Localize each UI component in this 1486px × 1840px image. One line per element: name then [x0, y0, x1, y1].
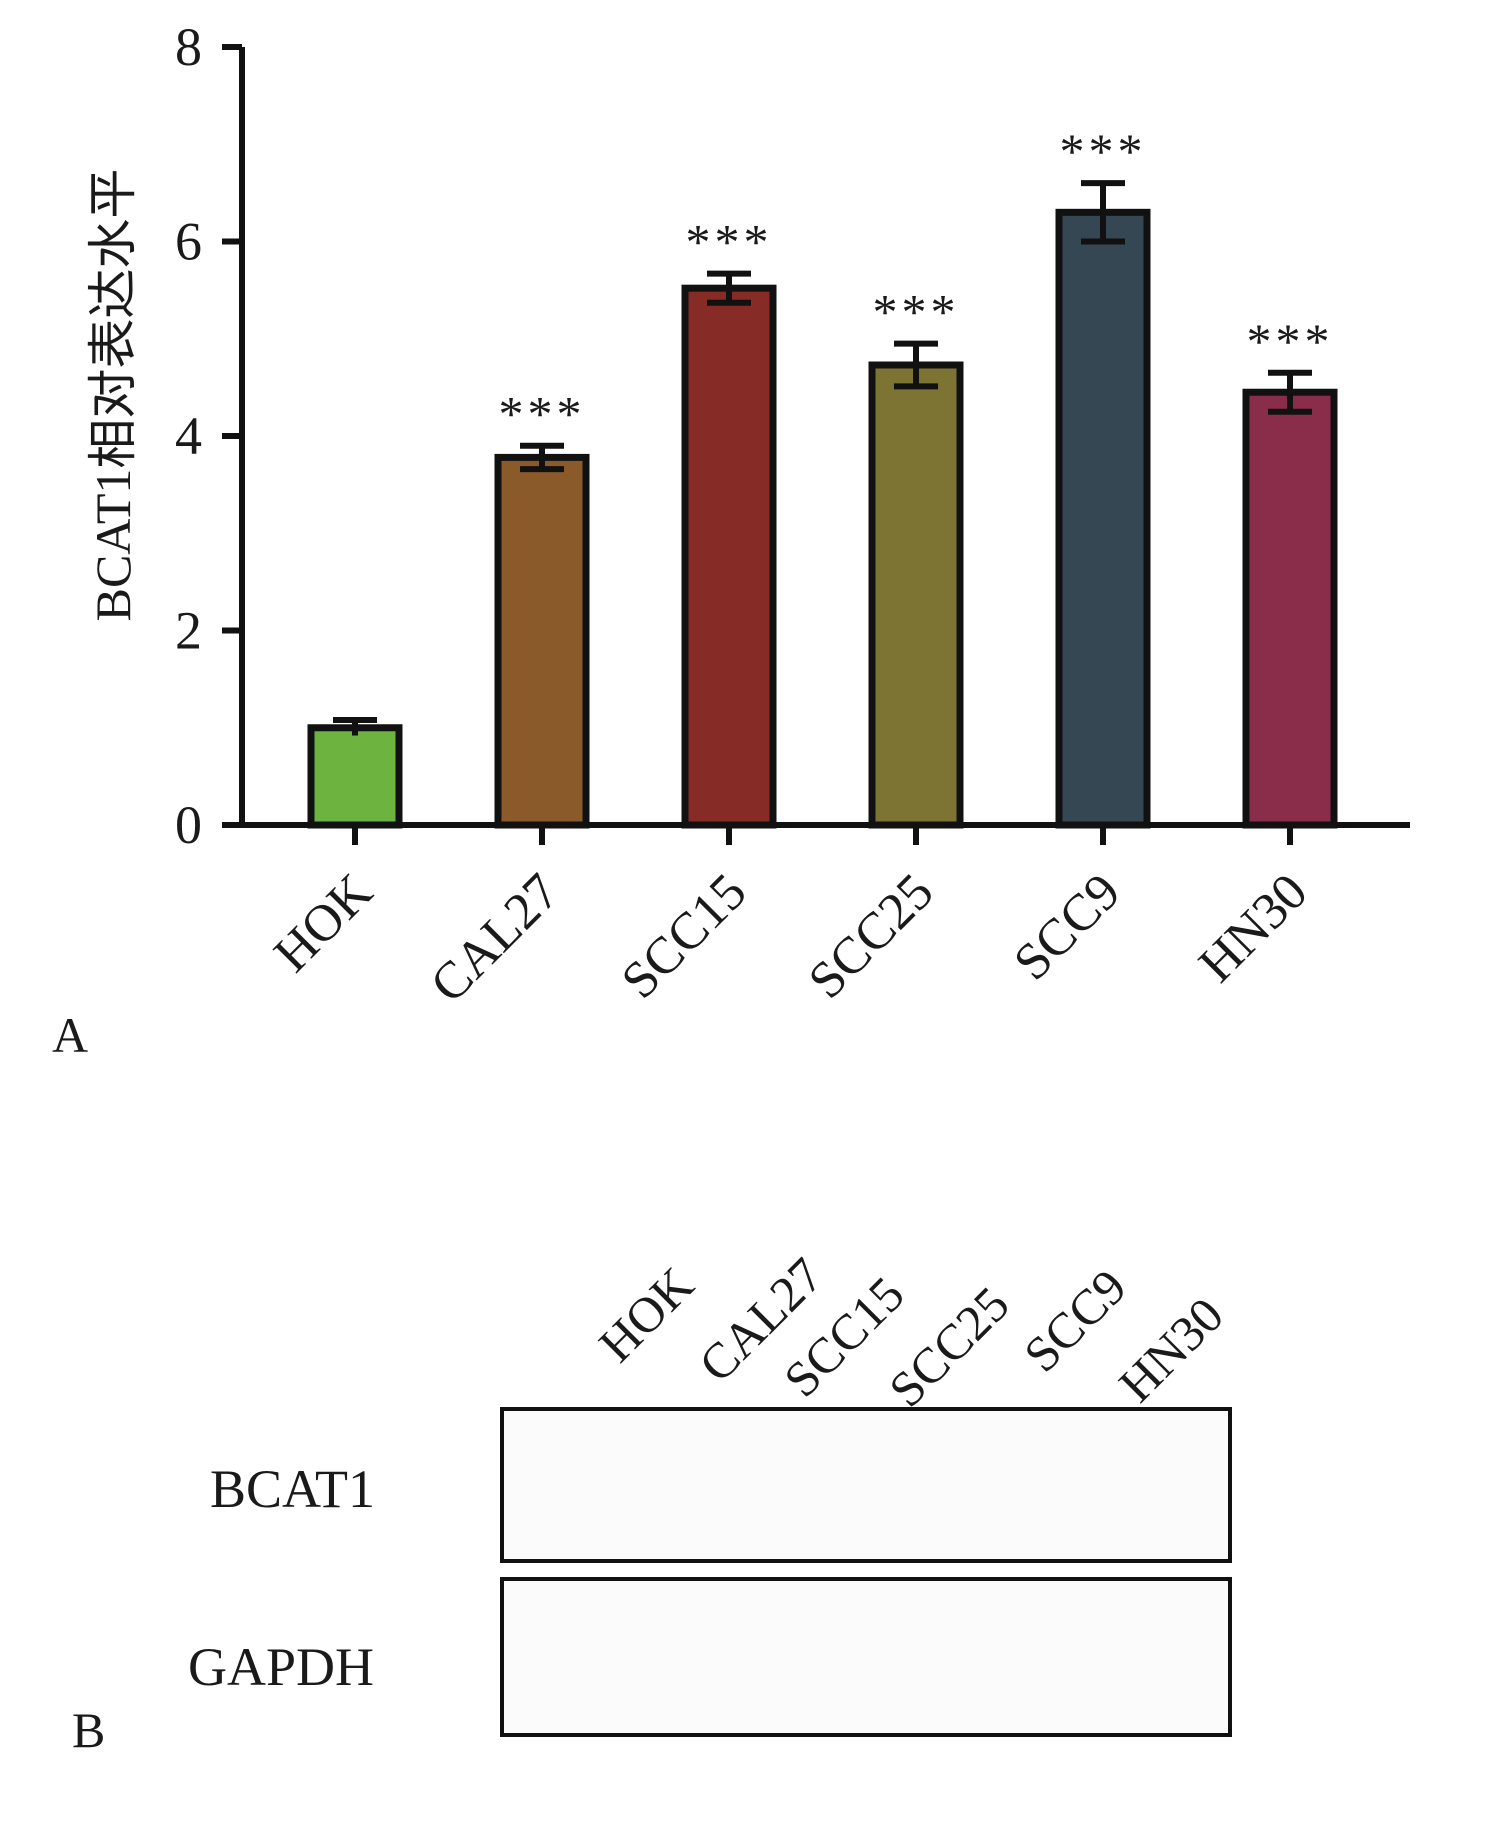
bar-scc9	[1055, 208, 1151, 829]
bar-scc25	[868, 361, 964, 829]
blot-panel-bcat1	[500, 1407, 1232, 1563]
bar-scc15	[681, 284, 777, 829]
blot-row-label-gapdh: GAPDH	[188, 1637, 375, 1697]
blot-panel-gapdh	[500, 1577, 1232, 1737]
y-axis-label: BCAT1相对表达水平	[85, 169, 141, 622]
significance-label: ***	[1247, 313, 1334, 369]
significance-label: ***	[686, 214, 773, 270]
panel-label-a: A	[52, 1007, 89, 1063]
significance-label: ***	[873, 284, 960, 340]
bar-cal27	[494, 453, 590, 829]
blot-row-label-bcat1: BCAT1	[210, 1459, 376, 1519]
bar-hok	[307, 724, 403, 829]
y-tick-label: 2	[175, 601, 202, 661]
x-tick-label-cal27: CAL27	[420, 863, 571, 1014]
significance-label: ***	[1060, 123, 1147, 179]
significance-label: ***	[499, 386, 586, 442]
x-tick-label-hok: HOK	[264, 863, 384, 983]
x-tick-label-scc9: SCC9	[1003, 863, 1131, 991]
x-tick-label-hn30: HN30	[1188, 863, 1318, 993]
y-tick-label: 4	[175, 406, 202, 466]
y-tick-label: 8	[175, 17, 202, 77]
bar-hn30	[1242, 388, 1338, 829]
panel-label-b: B	[72, 1702, 106, 1758]
x-tick-label-scc25: SCC25	[798, 863, 945, 1010]
y-tick-label: 0	[175, 795, 202, 855]
y-tick-label: 6	[175, 212, 202, 272]
x-tick-label-scc15: SCC15	[611, 863, 758, 1010]
